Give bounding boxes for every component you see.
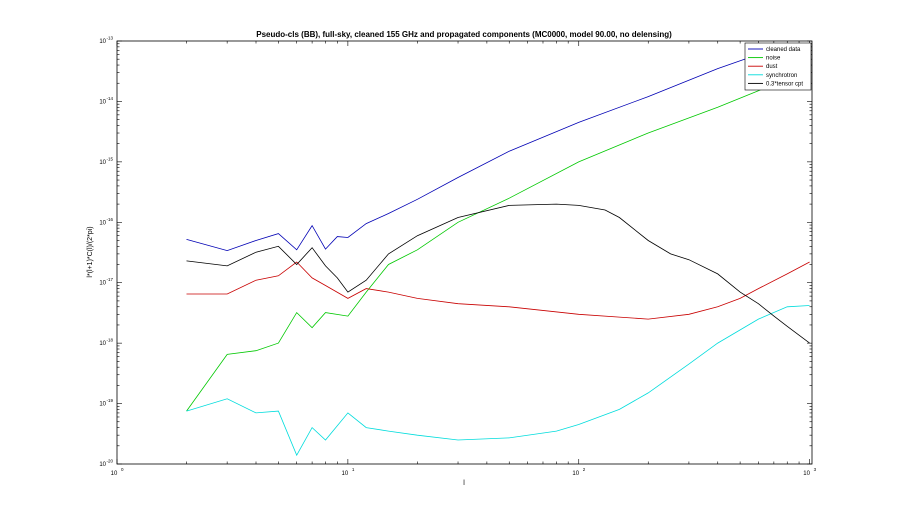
legend: cleaned data noise dust synchrotron 0.3*tens… (744, 42, 812, 91)
y-tick-label-exponent: -17 (107, 277, 114, 282)
y-tick-label-exponent: -19 (107, 398, 114, 403)
y-tick-label-exponent: -13 (107, 36, 114, 41)
legend-entry: noise (766, 56, 781, 62)
y-axis-label: l*(l+1)*C(l)/(2*pi) (87, 226, 94, 277)
y-tick-label: 10 (99, 39, 106, 45)
series-line-dust (186, 261, 810, 320)
y-tick-label: 10 (99, 220, 106, 226)
x-tick-label-exponent: 2 (583, 467, 586, 472)
x-axis-label: l (463, 480, 465, 487)
legend-entry: 0.3*tensor cpt (766, 81, 803, 87)
legend-entry: dust (766, 64, 778, 70)
x-tick-label-exponent: 1 (352, 467, 355, 472)
axes-frame (116, 40, 813, 465)
x-tick-label-exponent: 3 (814, 467, 817, 472)
series-line-noise (186, 61, 810, 412)
x-tick-label: 10 (111, 471, 118, 477)
y-tick-label: 10 (99, 281, 106, 287)
y-tick-label-exponent: -16 (107, 217, 114, 222)
y-tick-label: 10 (99, 160, 106, 166)
series-line-0-3-tensor-cpt (186, 203, 810, 344)
y-tick-label-exponent: -15 (107, 156, 114, 161)
x-tick-label-exponent: 0 (121, 467, 124, 472)
y-tick-label: 10 (99, 99, 106, 105)
y-tick-label: 10 (99, 341, 106, 347)
y-tick-label-exponent: -14 (107, 96, 114, 101)
y-tick-label: 10 (99, 462, 106, 468)
legend-entry: synchrotron (766, 73, 797, 79)
y-tick-label-exponent: -18 (107, 338, 114, 343)
series-line-cleaned-data (186, 44, 810, 252)
y-tick-label: 10 (99, 402, 106, 408)
y-tick-label-exponent: -20 (107, 459, 114, 464)
x-tick-label: 10 (342, 471, 349, 477)
legend-entry: cleaned data (766, 47, 801, 53)
chart-title: Pseudo-cls (BB), full-sky, cleaned 155 G… (256, 30, 672, 39)
x-tick-label: 10 (572, 471, 579, 477)
x-tick-label: 10 (803, 471, 810, 477)
plot-area (186, 44, 810, 457)
series-line-synchrotron (186, 305, 810, 457)
